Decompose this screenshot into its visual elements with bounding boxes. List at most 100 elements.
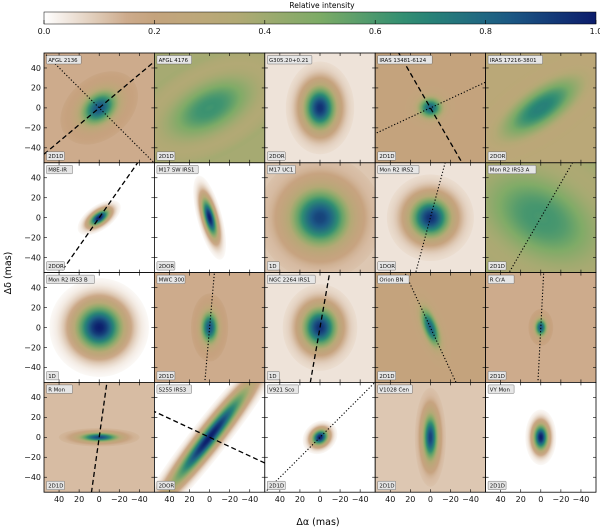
panel-model-box [267, 151, 286, 161]
panel-r-cra: R CrA 2D1D [485, 272, 597, 383]
y-tick-label: 0 [36, 323, 41, 332]
colorbar-gradient [43, 11, 597, 25]
panel-name-box [46, 384, 73, 394]
panel-model-label: 1D [269, 264, 277, 270]
panel-name-box [377, 384, 413, 394]
panel-name-box [487, 55, 543, 65]
y-tick-label: 20 [31, 84, 41, 93]
dashed-axis-line [44, 60, 155, 156]
y-tick-label: −20 [24, 233, 41, 242]
panel-model-label: 2D1D [490, 264, 505, 270]
intensity-blob [414, 387, 446, 487]
y-tick-label: 20 [31, 303, 41, 312]
y-tick-label: 40 [31, 393, 41, 402]
panel-name-label: VY Mon [490, 387, 510, 393]
panel-model-box [487, 261, 507, 271]
colorbar-tick-label: 1.0 [590, 27, 600, 36]
x-tick-label: 20 [405, 495, 415, 504]
y-tick-label: −20 [24, 343, 41, 352]
panel-model-label: 2DOR [269, 154, 285, 160]
panel-name-label: Mon R2 IRS3 A [490, 168, 530, 174]
panel-name-box [46, 55, 82, 65]
panel-model-box [267, 261, 280, 271]
x-tick-label: −20 [332, 495, 349, 504]
intensity-blob [193, 175, 227, 260]
x-tick-label: −20 [442, 495, 459, 504]
panel-m8e-ir: M8E-IR 2DOR [43, 162, 155, 274]
panel-name-label: R Mon [48, 387, 65, 393]
x-tick-label: −20 [221, 495, 238, 504]
y-tick-label: 40 [31, 64, 41, 73]
panel-name-label: M17 SW IRS1 [159, 168, 195, 174]
panel-model-box [487, 371, 507, 381]
colorbar-tick-label: 0.2 [148, 27, 161, 36]
panel-mon-r2-irs2: Mon R2 IRS2 1DOR [374, 162, 487, 274]
panel-name-label: IRAS 13481-6124 [379, 58, 426, 64]
x-tick-label: −20 [552, 495, 569, 504]
panel-model-label: 2DOR [48, 264, 64, 270]
panel-name-label: S255 IRS3 [159, 387, 187, 393]
panel-name-box [377, 165, 420, 175]
y-axis-label: Δδ (mas) [3, 252, 14, 295]
x-tick-label: −40 [131, 495, 148, 504]
intensity-blob [485, 53, 597, 163]
panel-tick-marks [375, 162, 486, 273]
panel-model-label: 2D1D [159, 374, 174, 380]
panel-name-label: V1028 Cen [379, 387, 409, 393]
y-tick-label: −20 [24, 453, 41, 462]
panel-name-label: Orion BN [379, 278, 403, 284]
panel-afgl-2136: AFGL 2136 2D1D [43, 52, 155, 164]
panel-name-box [267, 384, 299, 394]
panel-iras-17216-3801: IRAS 17216-3801 2DOR [485, 52, 597, 164]
panel-model-box [156, 481, 176, 490]
y-tick-label: 0 [36, 104, 41, 113]
panel-model-box [487, 481, 507, 490]
x-tick-label: 0 [538, 495, 543, 504]
dashed-axis-line [154, 410, 265, 464]
intensity-blob [49, 277, 149, 378]
panel-model-box [156, 261, 176, 271]
panel-name-label: G305.20+0.21 [269, 58, 309, 64]
y-tick-label: −20 [24, 124, 41, 133]
x-tick-label: 20 [184, 495, 194, 504]
panel-vy-mon: VY Mon 2D1D [485, 381, 597, 493]
panel-name-label: M17 UC1 [269, 168, 293, 174]
panel-mon-r2-irs3-a: Mon R2 IRS3 A 2D1D [485, 162, 597, 274]
panel-tick-marks [375, 382, 486, 493]
x-tick-label: −20 [111, 495, 128, 504]
intensity-blob [264, 162, 376, 273]
panel-tick-marks [264, 162, 376, 273]
x-tick-label: 0 [428, 495, 433, 504]
panel-model-label: 2D1D [379, 154, 394, 160]
panel-model-label: 2D1D [159, 154, 174, 160]
x-tick-label: 20 [516, 495, 526, 504]
y-tick-label: 20 [31, 194, 41, 203]
panel-model-label: 2D1D [379, 484, 394, 490]
y-tick-label: 0 [36, 214, 41, 223]
panel-mon-r2-irs3-b: Mon R2 IRS3 B 1D [43, 272, 155, 383]
panel-s255-irs3: S255 IRS3 2DOR [153, 381, 266, 493]
intensity-blob [58, 428, 140, 447]
panel-model-label: 2DOR [490, 154, 506, 160]
panel-ngc-2264-irs1: NGC 2264 IRS1 1D [264, 272, 376, 383]
panel-model-label: 2DOR [159, 484, 175, 490]
panel-model-box [267, 371, 280, 381]
x-tick-label: 40 [385, 495, 395, 504]
panel-model-box [377, 151, 396, 161]
panel-name-box [46, 274, 95, 284]
panel-v921-sco: V921 Sco 2D1D [264, 381, 376, 493]
panel-model-box [156, 151, 176, 161]
y-tick-label: 40 [31, 283, 41, 292]
x-tick-label: 40 [54, 495, 64, 504]
panel-mwc-300: MWC 300 2D1D [153, 272, 266, 383]
panel-name-label: AFGL 2136 [48, 58, 78, 64]
y-tick-label: −40 [24, 144, 41, 153]
panel-m17-uc1: M17 UC1 1D [264, 162, 376, 274]
panel-model-box [487, 151, 507, 161]
panel-model-label: 2DOR [159, 264, 175, 270]
x-tick-label: 40 [275, 495, 285, 504]
panel-model-label: 2D1D [269, 484, 284, 490]
y-tick-label: 40 [31, 174, 41, 183]
intensity-blob [154, 53, 265, 163]
panel-m17-sw-irs1: M17 SW IRS1 2DOR [153, 162, 266, 274]
